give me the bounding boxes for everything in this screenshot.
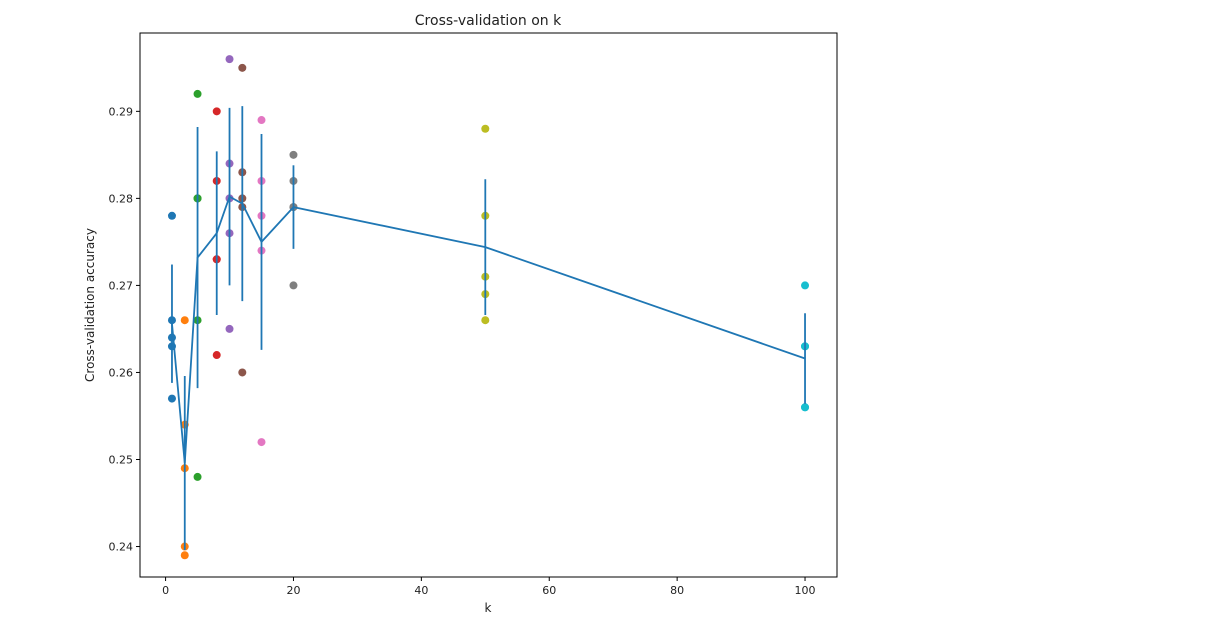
data-point [257,116,265,124]
data-point [194,473,202,481]
x-tick-label: 40 [414,584,428,597]
y-tick-label: 0.25 [109,453,134,466]
x-tick-label: 80 [670,584,684,597]
x-tick-label: 100 [795,584,816,597]
data-point [213,351,221,359]
data-point [181,316,189,324]
y-tick-label: 0.28 [109,192,134,205]
data-point [481,316,489,324]
data-point [226,55,234,63]
x-axis-label: k [485,601,492,615]
y-tick-label: 0.29 [109,105,134,118]
data-point [289,281,297,289]
data-point [801,403,809,411]
x-axis: 0 20 40 60 80 100 [162,577,815,597]
data-point [801,281,809,289]
data-point [289,151,297,159]
x-tick-label: 20 [286,584,300,597]
data-point [213,107,221,115]
y-tick-label: 0.27 [109,279,134,292]
chart-title: Cross-validation on k [415,13,562,29]
data-point [168,395,176,403]
data-point [168,212,176,220]
data-point [194,90,202,98]
y-axis-label: Cross-validation accuracy [83,228,97,382]
x-tick-label: 60 [542,584,556,597]
data-point [238,368,246,376]
y-tick-label: 0.26 [109,366,134,379]
x-tick-label: 0 [162,584,169,597]
data-point [481,125,489,133]
plot-frame [140,33,837,577]
data-point [257,438,265,446]
data-point [238,64,246,72]
mean-accuracy-line [172,197,805,463]
data-point [181,551,189,559]
plot-area [168,55,809,559]
y-axis: 0.24 0.25 0.26 0.27 0.28 0.29 [109,105,141,553]
y-tick-label: 0.24 [109,541,134,554]
data-point [226,325,234,333]
